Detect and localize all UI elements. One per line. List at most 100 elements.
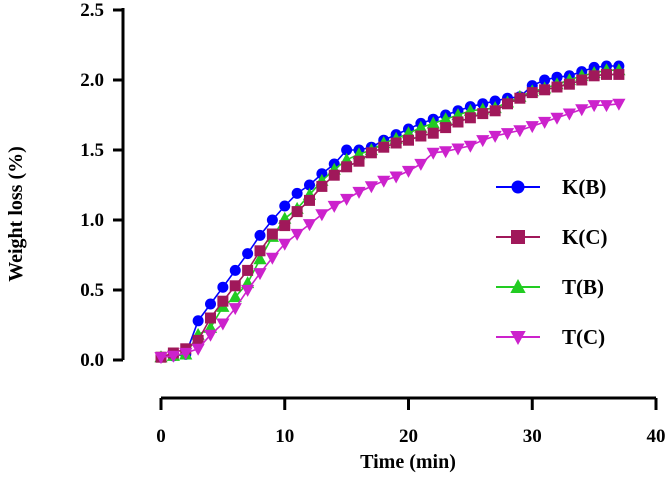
x-tick-label: 10	[275, 426, 294, 447]
data-point	[551, 81, 563, 93]
data-point	[439, 112, 453, 125]
y-axis-label: Weight loss (%)	[5, 146, 27, 282]
data-point	[315, 209, 329, 222]
data-point	[426, 116, 440, 129]
data-point	[464, 112, 476, 124]
data-point	[228, 303, 242, 316]
data-point	[203, 329, 218, 342]
data-point	[291, 187, 303, 199]
data-point	[390, 137, 402, 149]
data-point	[254, 245, 266, 257]
data-point	[588, 70, 600, 82]
data-point	[414, 158, 428, 171]
data-point	[291, 206, 303, 218]
data-point	[316, 180, 328, 192]
data-point	[253, 252, 267, 265]
data-point	[500, 128, 515, 141]
data-point	[229, 280, 241, 292]
legend-marker	[511, 230, 525, 244]
data-point	[191, 343, 205, 356]
data-point	[352, 186, 366, 199]
data-point	[439, 146, 453, 159]
data-point	[316, 168, 328, 180]
data-point	[341, 161, 353, 173]
data-point	[599, 100, 614, 113]
data-point	[587, 100, 601, 113]
data-point	[241, 284, 255, 297]
data-point	[364, 181, 378, 194]
data-point	[216, 318, 230, 331]
data-point	[514, 92, 526, 104]
data-point	[538, 116, 552, 129]
y-tick-label: 1.0	[80, 210, 104, 231]
data-point	[476, 135, 490, 148]
data-point	[562, 108, 576, 121]
y-tick-label: 2.0	[80, 70, 104, 91]
x-tick-label: 30	[523, 426, 542, 447]
y-axis: 0.0 0.5 1.0 1.5 2.0 2.5	[80, 0, 125, 371]
x-tick-label: 40	[647, 426, 666, 447]
data-point	[265, 252, 279, 265]
legend-item: T(B)	[496, 275, 604, 299]
y-tick-label: 0.0	[80, 350, 104, 371]
series-line	[160, 65, 619, 358]
data-point	[426, 147, 440, 160]
data-point	[254, 229, 266, 241]
series-tc	[154, 98, 626, 365]
data-point	[353, 155, 365, 167]
data-point	[166, 350, 180, 363]
data-point	[451, 143, 465, 156]
data-point	[205, 298, 216, 310]
data-point	[229, 264, 241, 276]
data-point	[415, 130, 427, 142]
data-point	[266, 214, 278, 226]
data-point	[377, 175, 391, 188]
data-point	[378, 141, 390, 153]
data-point	[290, 228, 304, 241]
data-point	[427, 127, 439, 139]
data-point	[539, 74, 551, 86]
data-point	[440, 122, 452, 134]
x-tick-label: 0	[156, 426, 166, 447]
data-point	[217, 295, 229, 307]
data-point	[365, 147, 377, 159]
data-point	[266, 228, 278, 240]
data-point	[525, 121, 539, 134]
data-point	[414, 120, 428, 133]
data-point	[463, 140, 477, 153]
y-tick-label: 2.5	[80, 0, 104, 21]
data-point	[401, 165, 416, 178]
legend-label: T(C)	[562, 325, 605, 349]
data-point	[551, 71, 563, 83]
data-point	[340, 193, 354, 206]
data-point	[327, 200, 341, 213]
data-point	[502, 98, 513, 110]
legend-marker	[510, 331, 526, 346]
data-point	[601, 68, 612, 80]
data-point	[192, 334, 204, 346]
data-point	[452, 116, 464, 128]
data-point	[205, 312, 216, 324]
legend-marker	[511, 180, 525, 194]
series-line	[160, 103, 619, 358]
x-tick-label: 20	[399, 426, 418, 447]
data-point	[613, 68, 625, 80]
data-point	[217, 281, 229, 293]
legend-label: T(B)	[562, 275, 604, 299]
data-point	[576, 74, 588, 86]
plot-area	[154, 60, 626, 365]
legend-label: K(C)	[562, 225, 608, 249]
data-point	[278, 238, 292, 251]
data-point	[302, 219, 317, 232]
data-point	[253, 268, 267, 281]
data-point	[341, 144, 353, 156]
data-point	[477, 108, 489, 120]
legend-item: K(C)	[496, 225, 608, 249]
data-point	[328, 169, 340, 181]
legend-item: T(C)	[496, 325, 605, 349]
data-point	[489, 95, 501, 107]
series-tb	[154, 63, 626, 363]
legend: K(B) K(C) T(B) T(C)	[496, 175, 608, 349]
data-point	[242, 248, 254, 260]
